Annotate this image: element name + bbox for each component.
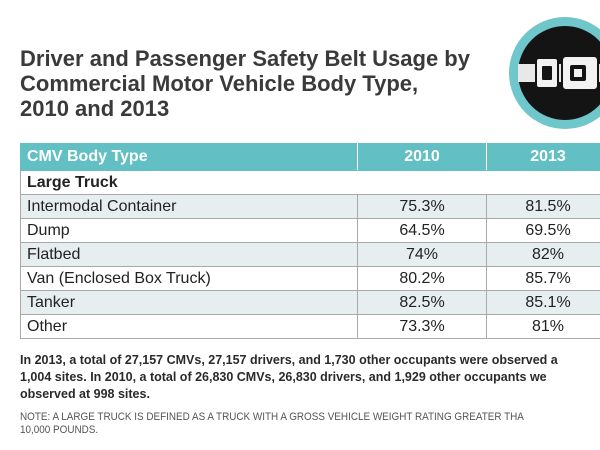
row-value-2013: 82% — [486, 242, 600, 267]
page-title: Driver and Passenger Safety Belt Usage b… — [20, 46, 490, 121]
table-row: Dump 64.5% 69.5% — [20, 218, 600, 243]
table-row: Intermodal Container 75.3% 81.5% — [20, 194, 600, 219]
summary-line-2: 1,004 sites. In 2010, a total of 26,830 … — [20, 370, 547, 384]
row-body-type: Other — [20, 314, 358, 339]
table-header-row: CMV Body Type 2010 2013 — [20, 143, 600, 171]
group-label: Large Truck — [20, 170, 600, 195]
header-body-type: CMV Body Type — [20, 143, 358, 171]
row-value-2013: 85.1% — [486, 290, 600, 315]
row-value-2013: 85.7% — [486, 266, 600, 291]
belt-usage-table: CMV Body Type 2010 2013 Large Truck Inte… — [20, 143, 600, 339]
header-2010: 2010 — [357, 143, 487, 171]
row-body-type: Van (Enclosed Box Truck) — [20, 266, 358, 291]
table-row: Van (Enclosed Box Truck) 80.2% 85.7% — [20, 266, 600, 291]
row-body-type: Flatbed — [20, 242, 358, 267]
group-row-large-truck: Large Truck — [20, 170, 600, 195]
title-line-2: Commercial Motor Vehicle Body Type, — [20, 71, 419, 96]
table-row: Tanker 82.5% 85.1% — [20, 290, 600, 315]
row-value-2010: 82.5% — [357, 290, 487, 315]
row-value-2010: 73.3% — [357, 314, 487, 339]
row-value-2010: 74% — [357, 242, 487, 267]
icon-dark-circle — [518, 26, 600, 120]
table-row: Flatbed 74% 82% — [20, 242, 600, 267]
note-line-2: 10,000 POUNDS. — [20, 424, 99, 436]
title-line-1: Driver and Passenger Safety Belt Usage b… — [20, 46, 470, 71]
row-body-type: Dump — [20, 218, 358, 243]
footnote: NOTE: A LARGE TRUCK IS DEFINED AS A TRUC… — [20, 411, 560, 437]
row-value-2013: 81.5% — [486, 194, 600, 219]
row-body-type: Intermodal Container — [20, 194, 358, 219]
row-value-2013: 81% — [486, 314, 600, 339]
summary-text: In 2013, a total of 27,157 CMVs, 27,157 … — [20, 352, 600, 403]
row-value-2010: 80.2% — [357, 266, 487, 291]
row-body-type: Tanker — [20, 290, 358, 315]
table-row: Other 73.3% 81% — [20, 314, 600, 339]
title-line-3: 2010 and 2013 — [20, 96, 170, 121]
buckle-graphic — [518, 55, 600, 91]
row-value-2010: 75.3% — [357, 194, 487, 219]
seat-belt-buckle-icon — [509, 17, 600, 129]
row-value-2010: 64.5% — [357, 218, 487, 243]
header-2013: 2013 — [486, 143, 600, 171]
row-value-2013: 69.5% — [486, 218, 600, 243]
summary-line-1: In 2013, a total of 27,157 CMVs, 27,157 … — [20, 353, 558, 367]
summary-line-3: observed at 998 sites. — [20, 387, 150, 401]
note-line-1: NOTE: A LARGE TRUCK IS DEFINED AS A TRUC… — [20, 411, 524, 423]
